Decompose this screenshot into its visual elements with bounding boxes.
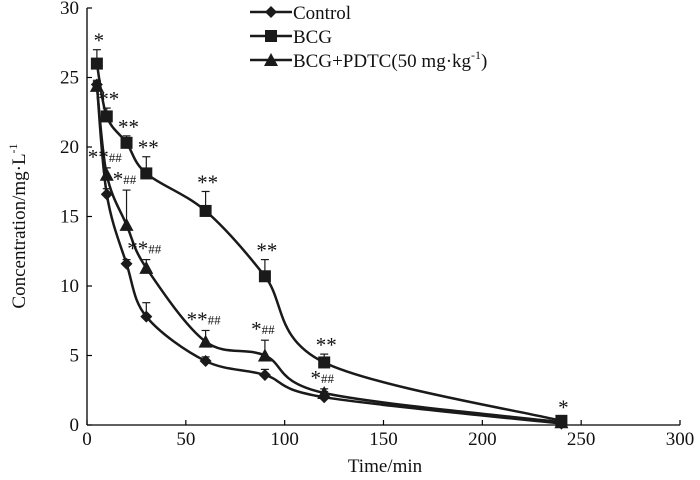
series-bcg-pdtc-point xyxy=(317,386,332,400)
y-tick-label: 10 xyxy=(60,276,79,297)
y-axis-title-main: Concentration/mg·L xyxy=(9,153,30,308)
legend-label-bcg-pdtc-suffix: ) xyxy=(481,51,487,72)
series-control-point xyxy=(258,368,271,381)
series-bcg-point xyxy=(318,356,331,369)
x-axis-title: Time/min xyxy=(348,456,423,477)
series-bcg-significance-label: ** xyxy=(316,333,337,357)
series-bcg-significance-label: ** xyxy=(138,136,159,160)
series-bcg-pdtc-significance-label: *## xyxy=(310,366,334,390)
legend-label-bcg-pdtc-superscript: -1 xyxy=(471,48,481,62)
y-axis-title-superscript: -1 xyxy=(6,143,20,153)
legend-item-control: Control xyxy=(250,3,351,24)
legend-marker-triangle-icon xyxy=(264,53,278,66)
series-control-point xyxy=(100,188,113,201)
legend-label-bcg-pdtc: BCG+PDTC(50 mg·kg-1) xyxy=(293,48,487,72)
series-bcg-pdtc-point xyxy=(257,348,272,362)
series-bcg-pdtc-point xyxy=(119,217,134,231)
x-tick-label: 150 xyxy=(369,429,398,450)
series-bcg-point xyxy=(90,57,103,70)
y-tick-label: 0 xyxy=(70,415,80,436)
series-bcg-pdtc-significance-label: **## xyxy=(127,237,162,261)
y-tick-label: 25 xyxy=(60,68,79,89)
series-bcg-point xyxy=(100,110,113,123)
series-bcg-pdtc-significance-label: *## xyxy=(113,167,137,191)
series-bcg-pdtc-significance-label: **## xyxy=(187,307,222,331)
legend-label-bcg-pdtc-main: BCG+PDTC(50 mg·kg xyxy=(293,51,472,72)
series-bcg-point xyxy=(199,204,212,217)
series-bcg-pdtc-significance-label: **## xyxy=(88,145,123,169)
series-bcg-pdtc-significance-label: *## xyxy=(251,317,275,341)
series-bcg-significance-label: ** xyxy=(256,239,277,263)
legend-item-bcg-pdtc: BCG+PDTC(50 mg·kg-1) xyxy=(250,48,487,72)
legend-label-bcg: BCG xyxy=(293,27,332,48)
series-bcg-significance-label: * xyxy=(558,396,569,420)
series-bcg-significance-label: ** xyxy=(118,115,139,139)
y-tick-label: 15 xyxy=(60,207,79,228)
series-bcg-pdtc-line xyxy=(95,85,562,424)
y-tick-label: 20 xyxy=(60,137,79,158)
legend: Control BCG BCG+PDTC(50 mg·kg-1) xyxy=(250,3,487,72)
x-tick-label: 50 xyxy=(176,429,195,450)
series-bcg-pdtc-point xyxy=(139,260,154,274)
legend-marker-diamond-icon xyxy=(265,6,277,18)
x-tick-label: 100 xyxy=(270,429,299,450)
series-bcg-pdtc-point xyxy=(198,334,213,348)
legend-item-bcg: BCG xyxy=(250,27,332,48)
x-tick-label: 200 xyxy=(468,429,497,450)
legend-label-control: Control xyxy=(293,3,351,24)
series-bcg-pdtc-point xyxy=(554,415,569,429)
series-bcg-point xyxy=(258,270,271,283)
x-tick-label: 250 xyxy=(567,429,596,450)
y-axis-title: Concentration/mg·L-1 xyxy=(6,143,30,308)
x-tick-label: 300 xyxy=(666,429,695,450)
series-bcg-pdtc-point xyxy=(99,167,114,181)
y-tick-label: 30 xyxy=(60,0,79,19)
series-control-point xyxy=(199,355,212,368)
series-control-point xyxy=(120,257,133,270)
y-tick-label: 5 xyxy=(70,346,80,367)
x-tick-label: 0 xyxy=(82,429,92,450)
series-bcg-significance-label: ** xyxy=(98,87,119,111)
series-bcg-significance-label: ** xyxy=(197,170,218,194)
legend-marker-square-icon xyxy=(265,30,277,42)
series-control-point xyxy=(140,310,153,323)
series-bcg-point xyxy=(120,136,133,149)
series-bcg-point xyxy=(140,167,153,180)
series-bcg-significance-label: * xyxy=(94,29,105,53)
series-bcg-pdtc-point xyxy=(89,78,104,92)
